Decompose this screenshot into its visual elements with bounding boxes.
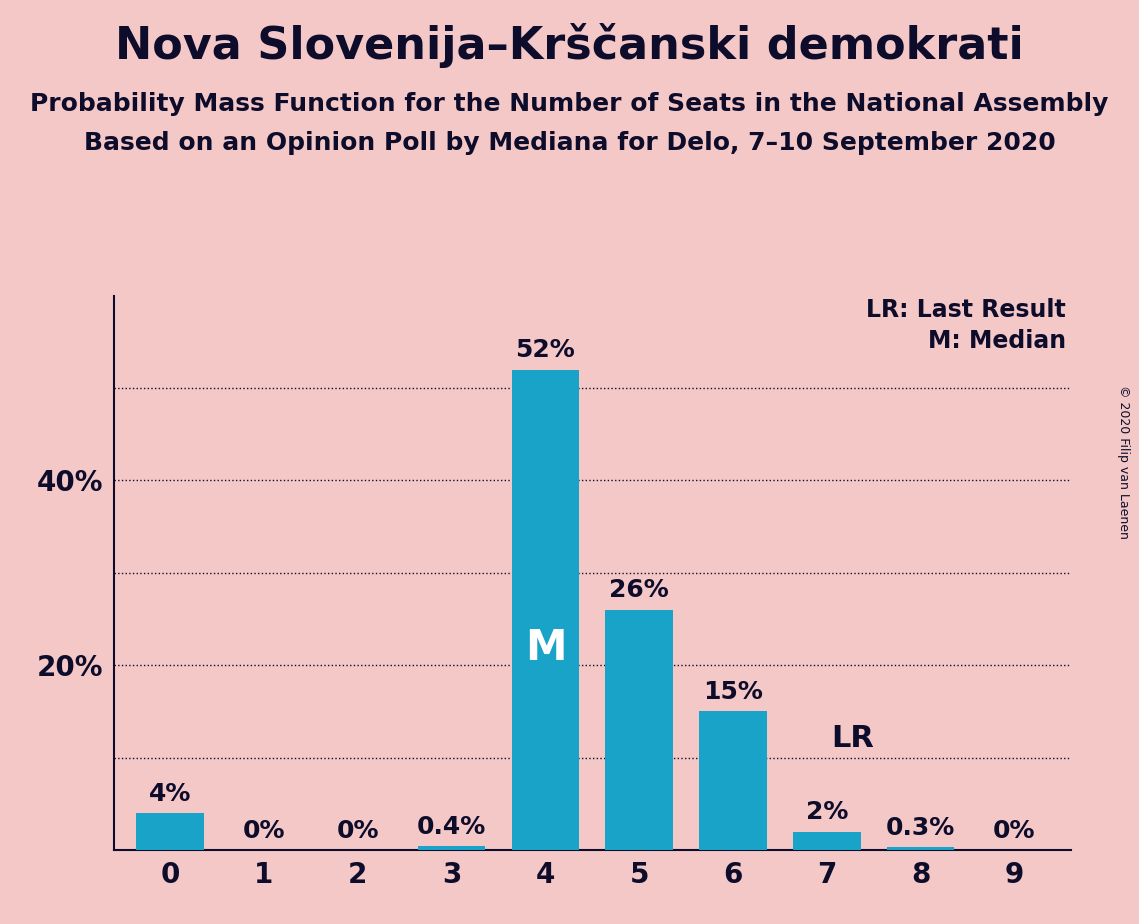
Bar	[418, 846, 485, 850]
Text: 15%: 15%	[703, 680, 763, 704]
Text: 52%: 52%	[516, 338, 575, 362]
Text: 2%: 2%	[805, 800, 847, 824]
Bar	[699, 711, 767, 850]
Text: 0%: 0%	[336, 819, 379, 843]
Bar	[887, 847, 954, 850]
Text: 4%: 4%	[149, 782, 191, 806]
Text: Based on an Opinion Poll by Mediana for Delo, 7–10 September 2020: Based on an Opinion Poll by Mediana for …	[83, 131, 1056, 155]
Text: 0%: 0%	[243, 819, 285, 843]
Bar	[793, 832, 861, 850]
Bar	[137, 813, 204, 850]
Text: 0.3%: 0.3%	[886, 816, 956, 840]
Text: LR: LR	[831, 724, 875, 753]
Text: LR: Last Result: LR: Last Result	[866, 298, 1066, 322]
Text: Nova Slovenija–Krščanski demokrati: Nova Slovenija–Krščanski demokrati	[115, 23, 1024, 68]
Text: M: M	[525, 627, 566, 669]
Text: M: Median: M: Median	[928, 329, 1066, 353]
Text: 0%: 0%	[993, 819, 1035, 843]
Bar	[606, 610, 673, 850]
Text: © 2020 Filip van Laenen: © 2020 Filip van Laenen	[1117, 385, 1130, 539]
Text: Probability Mass Function for the Number of Seats in the National Assembly: Probability Mass Function for the Number…	[31, 92, 1108, 116]
Text: 0.4%: 0.4%	[417, 815, 486, 839]
Bar	[511, 370, 579, 850]
Text: 26%: 26%	[609, 578, 669, 602]
